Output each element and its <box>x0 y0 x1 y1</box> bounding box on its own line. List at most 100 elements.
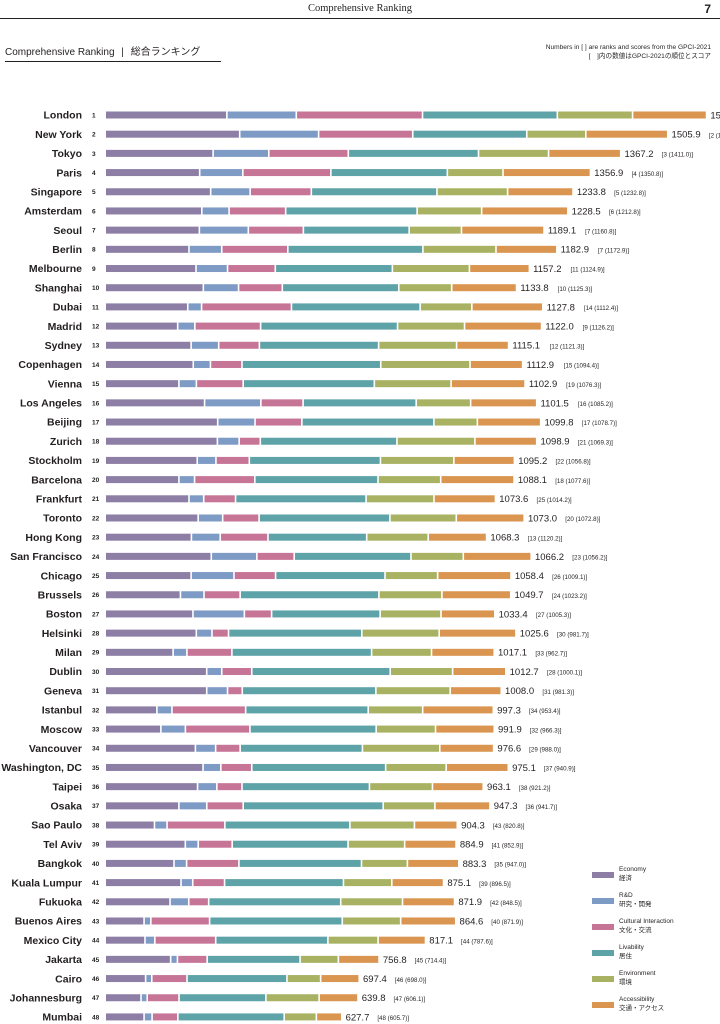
rank-label: 18 <box>92 439 100 446</box>
rank-label: 23 <box>92 535 100 542</box>
chart-row: Tokyo 3 1367.2 [3 (1411.0)] <box>52 148 693 160</box>
bar-segment <box>276 265 392 273</box>
chart-row: Amsterdam 6 1228.5 [6 (1212.8)] <box>24 206 641 218</box>
bar-segment <box>482 207 568 215</box>
bar-segment <box>106 284 203 292</box>
bar-segment <box>106 879 181 887</box>
bar-segment <box>106 898 170 906</box>
bar-segment <box>170 898 188 906</box>
bar-segment <box>151 917 209 925</box>
bar-segment <box>236 495 366 503</box>
bar-segment <box>343 917 400 925</box>
bar-segment <box>417 207 481 215</box>
score-label: 1098.9 <box>540 437 569 448</box>
bar-segment <box>434 418 477 426</box>
bar-segment <box>472 303 543 311</box>
bar-segment <box>240 130 318 138</box>
bar-segment <box>437 188 507 196</box>
bar-segment <box>173 648 187 656</box>
legend-label: R&D 研究・開発 <box>619 892 652 908</box>
bar-segment <box>304 226 409 234</box>
bar-segment <box>527 130 586 138</box>
legend-label: Cultural Interaction 文化・交流 <box>619 918 674 934</box>
rank-label: 48 <box>92 1014 100 1021</box>
bar-segment <box>435 802 490 810</box>
score-label: 817.1 <box>429 936 453 947</box>
bar-segment <box>207 668 221 676</box>
rank-label: 38 <box>92 822 100 829</box>
score-label: 1073.0 <box>528 513 557 524</box>
bar-segment <box>242 360 380 368</box>
rank-label: 17 <box>92 419 100 426</box>
previous-rank-label: [16 (1085.2)] <box>578 401 613 408</box>
previous-rank-label: [46 (698.0)] <box>395 977 427 984</box>
rank-label: 14 <box>92 362 100 369</box>
bar-segment <box>178 322 195 330</box>
rank-label: 28 <box>92 631 100 638</box>
score-label: 1102.9 <box>529 379 557 390</box>
chart-row: Melbourne 9 1157.2 [11 (1124.9)] <box>29 263 605 275</box>
rank-label: 6 <box>92 208 96 215</box>
score-label: 1367.2 <box>625 149 654 160</box>
bar-segment <box>223 514 259 522</box>
bar-segment <box>106 437 217 445</box>
bar-segment <box>227 111 296 119</box>
bar-segment <box>478 418 540 426</box>
previous-rank-label: [29 (988.0)] <box>529 746 561 753</box>
bar-segment <box>312 188 437 196</box>
bar-segment <box>210 917 342 925</box>
chart-row: Vienna 15 1102.9 [19 (1076.3)] <box>48 378 602 390</box>
score-label: 875.1 <box>447 878 471 889</box>
bar-segment <box>174 859 186 867</box>
bar-segment <box>363 744 439 752</box>
legend-item: Accessibility 交通・アクセス <box>592 996 717 1022</box>
bar-segment <box>234 572 275 580</box>
bar-segment <box>106 514 198 522</box>
chart-row: Zurich 18 1098.9 [21 (1069.3)] <box>50 436 613 448</box>
bar-segment <box>198 514 222 522</box>
bar-segment <box>446 763 508 771</box>
rank-label: 11 <box>92 304 99 311</box>
previous-rank-label: [41 (852.9)] <box>492 842 524 849</box>
legend-swatch <box>592 976 614 982</box>
previous-rank-label: [12 (1121.3)] <box>550 343 585 350</box>
city-label: Dublin <box>49 666 82 678</box>
bar-segment <box>202 303 291 311</box>
city-label: Paris <box>56 167 82 179</box>
score-label: 1033.4 <box>499 609 528 620</box>
bar-segment <box>197 629 212 637</box>
bar-segment <box>385 572 437 580</box>
bar-segment <box>434 495 495 503</box>
bar-segment <box>207 802 243 810</box>
bar-segment <box>106 476 179 484</box>
bar-segment <box>191 572 234 580</box>
bar-segment <box>409 226 461 234</box>
city-label: Washington, DC <box>1 762 82 774</box>
bar-segment <box>106 591 180 599</box>
bar-segment <box>255 476 378 484</box>
running-header: Comprehensive Ranking 7 <box>0 0 720 19</box>
legend-label: Environment 環境 <box>619 970 656 986</box>
previous-rank-label: [36 (941.7)] <box>526 804 558 811</box>
bar-segment <box>207 955 300 963</box>
legend-label: Accessibility 交通・アクセス <box>619 996 665 1012</box>
chart-row: Johannesburg 47 639.8 [47 (606.1)] <box>10 992 426 1004</box>
bar-segment <box>188 303 201 311</box>
bar-segment <box>155 821 167 829</box>
city-label: Hong Kong <box>25 532 82 544</box>
score-label: 1088.1 <box>518 475 547 486</box>
previous-rank-label: [24 (1023.2)] <box>552 593 587 600</box>
bar-segment <box>171 955 177 963</box>
previous-rank-label: [3 (1411.0)] <box>662 152 693 159</box>
bar-segment <box>379 341 456 349</box>
legend-item: Cultural Interaction 文化・交流 <box>592 918 717 944</box>
score-label: 947.3 <box>494 801 518 812</box>
bar-segment <box>106 821 154 829</box>
bar-segment <box>200 226 248 234</box>
score-label: 756.8 <box>383 955 407 966</box>
bar-segment <box>106 552 211 560</box>
chart-row: Dubai 11 1127.8 [14 (1112.4)] <box>53 302 619 314</box>
bar-segment <box>370 783 432 791</box>
bar-segment <box>399 284 451 292</box>
bar-segment <box>106 341 191 349</box>
